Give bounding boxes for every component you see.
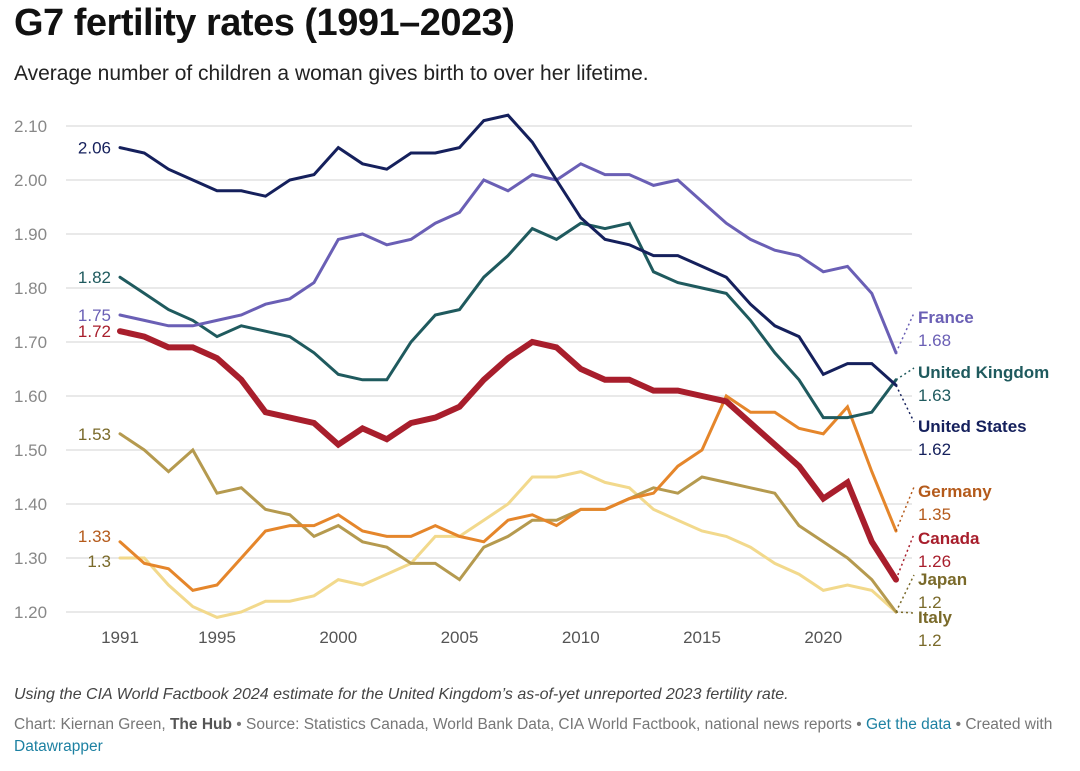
line-chart: 2.10 2.00 1.90 1.80 1.70 1.60 1.50 1.40 1.30 1.20…: [14, 113, 1049, 650]
end-labels: France 1.68 United Kingdom 1.63 United State…: [895, 308, 1049, 650]
get-data-link[interactable]: Get the data: [865, 716, 952, 733]
start-label-germany: 1.33: [78, 527, 111, 546]
y-axis-ticks: 2.10 2.00 1.90 1.80 1.70 1.60 1.50 1.40 1.30 1.20: [14, 117, 47, 622]
end-label-name-united-states: United States: [918, 417, 1027, 436]
start-label-united-kingdom: 1.82: [78, 268, 111, 287]
y-tick-label: 2.00: [14, 171, 47, 190]
x-tick-label: 2005: [441, 628, 479, 647]
chart-subtitle: Average number of children a woman gives…: [14, 62, 649, 85]
start-label-japan: 1.53: [78, 425, 111, 444]
end-label-value-japan: 1.2: [918, 593, 942, 612]
publisher-name: The Hub: [169, 716, 232, 733]
x-tick-label: 1995: [198, 628, 236, 647]
leader-italy: [895, 611, 915, 614]
end-label-value-united-kingdom: 1.63: [918, 386, 951, 405]
end-label-name-united-kingdom: United Kingdom: [918, 363, 1049, 382]
end-label-value-italy: 1.2: [918, 631, 942, 650]
credit-prefix: Chart: Kiernan Green,: [14, 716, 170, 733]
y-tick-label: 1.90: [14, 225, 47, 244]
line-italy: [118, 470, 898, 619]
series-lines: [117, 113, 899, 619]
line-japan: [118, 432, 898, 614]
line-canada: [117, 328, 899, 583]
y-tick-label: 1.30: [14, 549, 47, 568]
end-label-value-canada: 1.26: [918, 552, 951, 571]
line-united-kingdom: [118, 221, 898, 420]
chart-note: Using the CIA World Factbook 2024 estima…: [14, 686, 789, 703]
end-label-name-canada: Canada: [918, 529, 980, 548]
y-tick-label: 1.40: [14, 495, 47, 514]
y-tick-label: 1.20: [14, 603, 47, 622]
x-tick-label: 2000: [319, 628, 357, 647]
chart-credits: Chart: Kiernan Green, The Hub • Source: …: [14, 714, 1069, 758]
start-labels: 1.3 1.53 1.33 1.82 1.75 2.06 1.72: [78, 139, 111, 571]
end-label-value-france: 1.68: [918, 331, 951, 350]
end-label-name-italy: Italy: [918, 608, 953, 627]
y-tick-label: 2.10: [14, 117, 47, 136]
source-text: • Source: Statistics Canada, World Bank …: [231, 716, 866, 733]
x-axis-ticks: 1991 1995 2000 2005 2010 2015 2020: [101, 628, 842, 647]
y-tick-label: 1.70: [14, 333, 47, 352]
end-label-name-france: France: [918, 308, 974, 327]
leader-germany: [895, 486, 915, 532]
chart-title: G7 fertility rates (1991–2023): [14, 2, 515, 44]
start-label-france: 1.75: [78, 306, 111, 325]
leader-japan: [895, 574, 915, 613]
end-label-value-united-states: 1.62: [918, 440, 951, 459]
line-united-states: [118, 113, 898, 387]
datawrapper-link[interactable]: Datawrapper: [14, 738, 103, 755]
leader-france: [895, 312, 915, 354]
x-tick-label: 2010: [562, 628, 600, 647]
start-label-canada: 1.72: [78, 322, 111, 341]
leader-canada: [895, 533, 915, 580]
x-tick-label: 2020: [804, 628, 842, 647]
y-tick-label: 1.80: [14, 279, 47, 298]
start-label-italy: 1.3: [87, 552, 111, 571]
end-label-value-germany: 1.35: [918, 505, 951, 524]
line-germany: [118, 393, 898, 593]
end-label-name-germany: Germany: [918, 482, 992, 501]
line-france: [118, 162, 898, 355]
x-tick-label: 2015: [683, 628, 721, 647]
leader-united-kingdom: [895, 367, 915, 381]
leader-united-states: [895, 384, 915, 423]
start-label-united-states: 2.06: [78, 139, 111, 158]
end-label-name-japan: Japan: [918, 570, 967, 589]
x-tick-label: 1991: [101, 628, 139, 647]
created-with-text: • Created with: [951, 716, 1053, 733]
y-tick-label: 1.60: [14, 387, 47, 406]
y-tick-label: 1.50: [14, 441, 47, 460]
